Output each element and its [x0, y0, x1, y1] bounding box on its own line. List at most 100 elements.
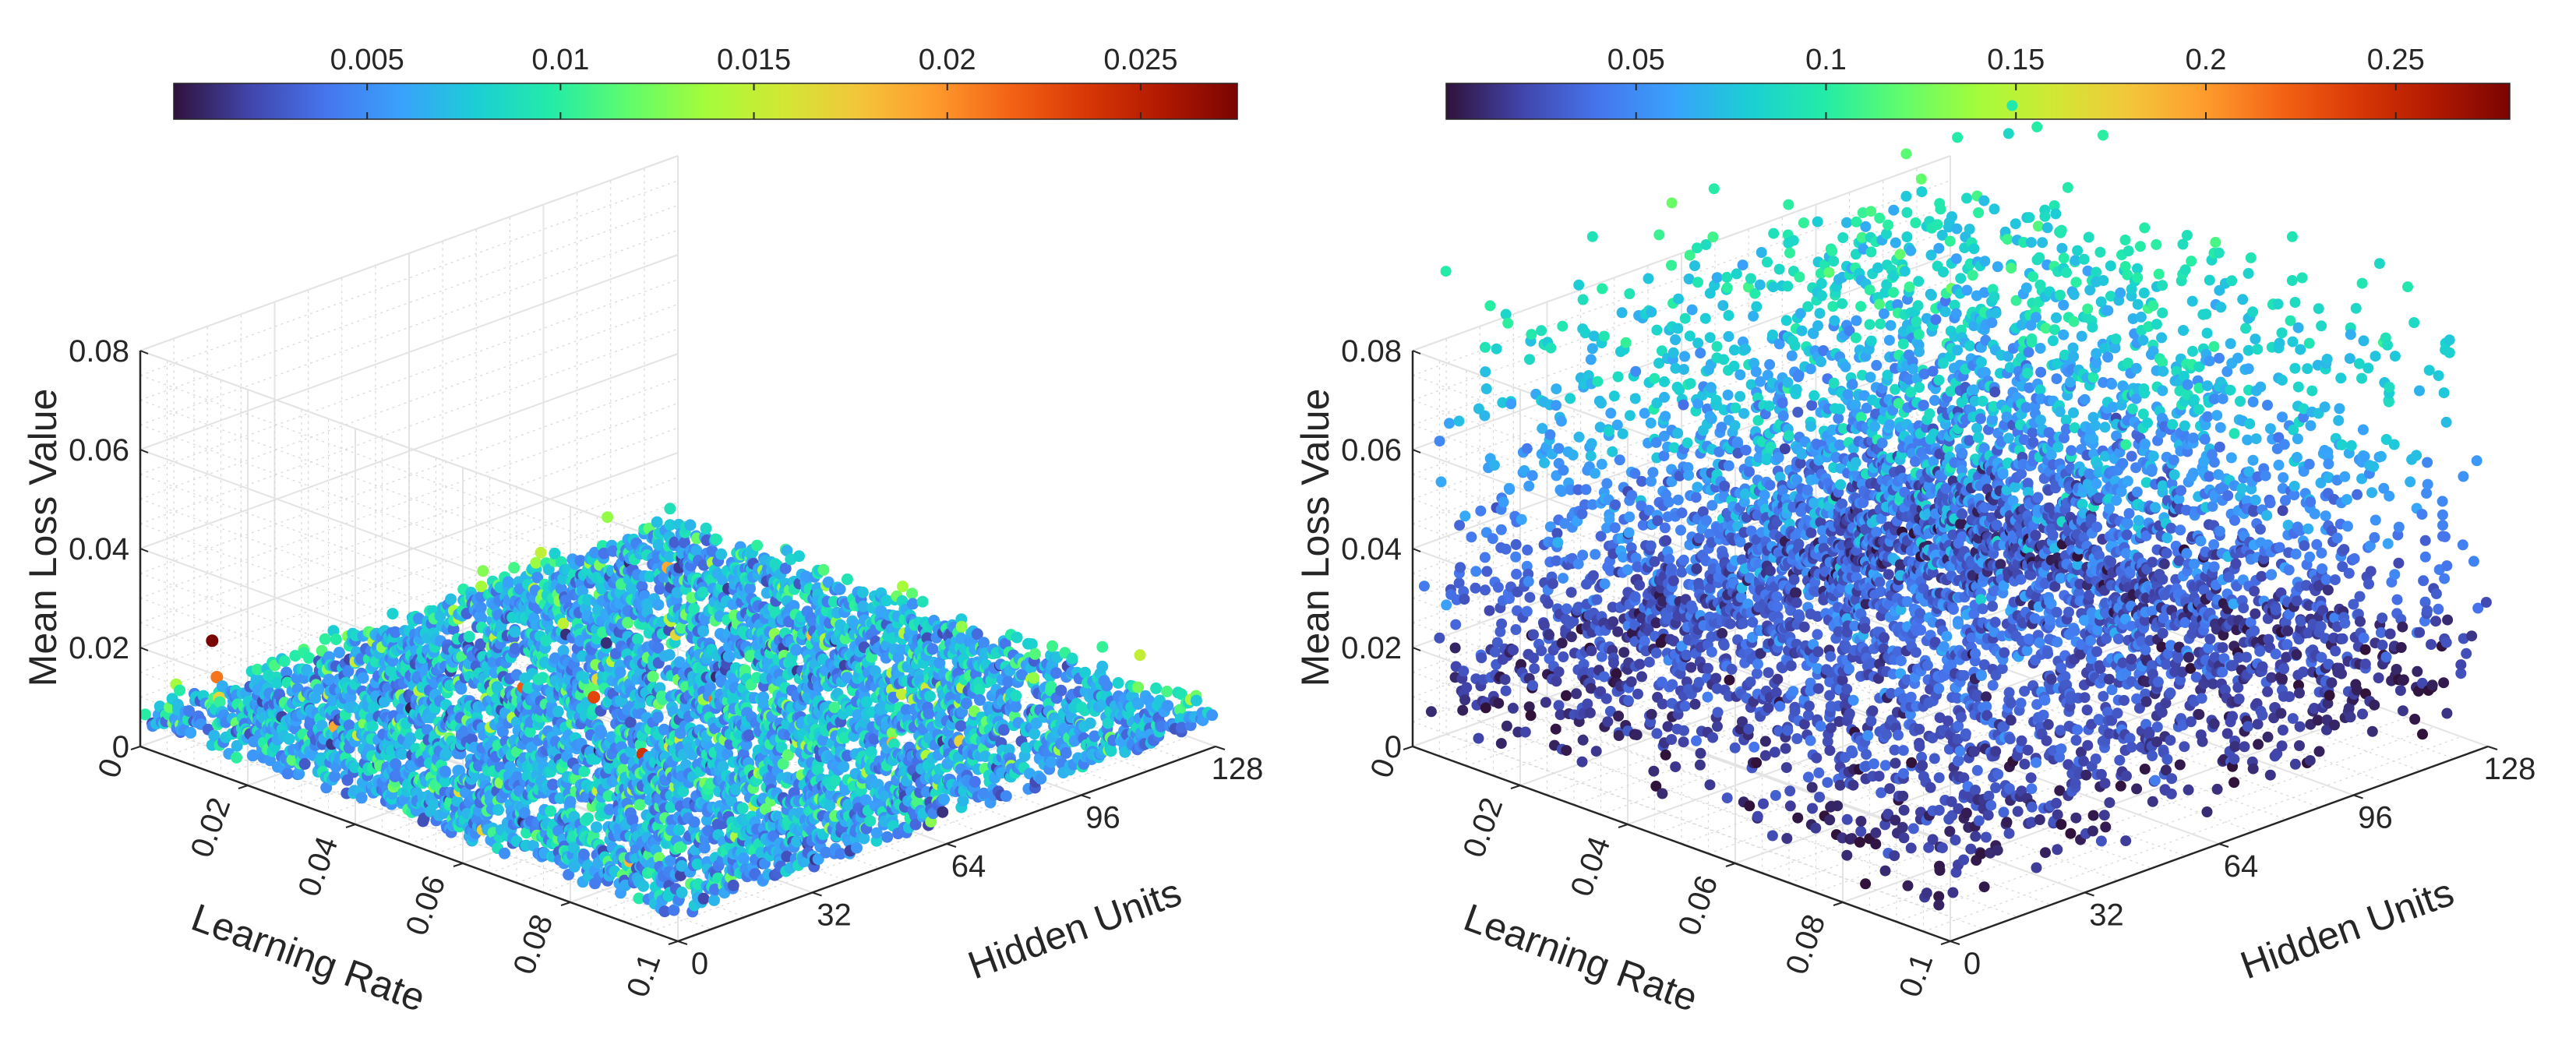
scatter-point: [231, 739, 243, 752]
colorbar-tick-label: 0.005: [330, 44, 404, 76]
scatter-point: [477, 565, 489, 577]
scatter-point: [838, 760, 850, 773]
scatter-point: [508, 562, 520, 574]
scatter-point: [390, 758, 402, 770]
gridline: [139, 622, 679, 818]
scatter-point: [897, 580, 909, 593]
scatter-point: [602, 511, 614, 524]
scatter-point: [969, 775, 981, 788]
scatter-point: [281, 666, 293, 679]
gridline: [139, 501, 679, 698]
gridline: [173, 733, 712, 930]
scatter-point: [851, 842, 863, 854]
scatter-point: [251, 663, 263, 676]
scatter-point: [139, 708, 151, 721]
scatter-point: [647, 670, 659, 683]
scatter-point: [302, 651, 315, 664]
scatter-point: [502, 576, 514, 588]
scatter-point: [700, 522, 712, 535]
scatter-point: [281, 767, 294, 780]
scatter-point: [210, 671, 224, 683]
scatter-point: [278, 655, 291, 668]
scatter-point: [333, 647, 345, 658]
scatter-point: [509, 626, 521, 638]
scatter-point: [185, 726, 197, 739]
scatter-point: [938, 793, 950, 806]
scatter-point: [633, 799, 646, 811]
scatter-point: [727, 879, 739, 891]
scatter-point: [216, 680, 228, 693]
scatter-point: [231, 751, 242, 764]
scatter-point: [751, 539, 764, 552]
scatter-points: [139, 503, 1219, 918]
scatter-point: [582, 812, 594, 824]
scatter-point: [834, 583, 846, 595]
scatter-point: [588, 690, 601, 704]
gridline: [139, 597, 679, 794]
gridline: [139, 303, 679, 500]
gridline: [139, 427, 679, 623]
scatter-point: [174, 684, 185, 697]
scatter-point: [937, 806, 949, 818]
scatter-point: [651, 516, 663, 528]
scatter-point: [697, 625, 710, 637]
scatter-point: [330, 633, 342, 645]
gridline: [139, 180, 679, 376]
scatter-point: [1000, 790, 1012, 803]
gridline: [375, 661, 914, 857]
colorbar-gradient: [173, 83, 1238, 120]
gridline: [139, 328, 679, 524]
scatter-point: [341, 774, 354, 786]
gridline: [139, 477, 679, 673]
gridline: [139, 573, 679, 769]
gridline: [139, 254, 679, 450]
scatter-point: [183, 705, 196, 717]
scatter-point: [577, 849, 590, 861]
scatter-point: [676, 886, 688, 898]
colorbar-tick-label: 0.025: [1103, 44, 1177, 76]
colorbar-tick-label: 0.015: [717, 44, 791, 76]
colorbar-tick-label: 0.01: [531, 44, 589, 76]
scatter-point: [366, 720, 379, 732]
scatter-point: [856, 586, 869, 598]
scatter-point: [264, 754, 277, 767]
scatter-point: [673, 824, 685, 836]
gridline: [139, 402, 679, 599]
scatter-point: [632, 633, 644, 645]
scatter-point: [312, 683, 325, 696]
gridline: [651, 736, 1189, 933]
left-panel: 0.005 0.01 0.015 0.02 0.02500.020.040.060.08…: [21, 44, 1263, 1020]
scatter-point: [329, 770, 341, 782]
scatter-point: [445, 593, 457, 605]
scatter-point: [357, 672, 369, 684]
scatter-point: [386, 608, 399, 620]
scatter-point: [684, 519, 697, 531]
colorbar-tick-label: 0.02: [919, 44, 976, 76]
scatter-point: [841, 573, 853, 585]
scatter-point: [283, 732, 295, 745]
scatter-point: [715, 548, 728, 560]
scatter-point: [858, 832, 870, 845]
scatter-point: [614, 666, 626, 679]
gridline: [139, 378, 679, 574]
scatter-point: [744, 582, 756, 595]
gridline: [139, 229, 679, 425]
scatter-point: [924, 690, 936, 703]
scatter-point: [271, 676, 284, 689]
scatter-point: [817, 563, 830, 576]
scatter-point: [736, 802, 749, 814]
gridline: [139, 424, 679, 620]
colorbar: 0.005 0.01 0.015 0.02 0.025: [173, 44, 1238, 120]
gridline: [139, 523, 679, 719]
scatter-point: [664, 503, 676, 515]
scatter-point: [591, 821, 602, 834]
scatter-point: [663, 649, 676, 661]
gridline: [139, 498, 679, 695]
gridline: [139, 474, 679, 670]
scatter-point: [439, 765, 451, 778]
box-edge: [139, 350, 679, 546]
box-edge: [139, 155, 679, 351]
scatter-point: [723, 651, 736, 663]
scatter-point: [342, 665, 355, 677]
